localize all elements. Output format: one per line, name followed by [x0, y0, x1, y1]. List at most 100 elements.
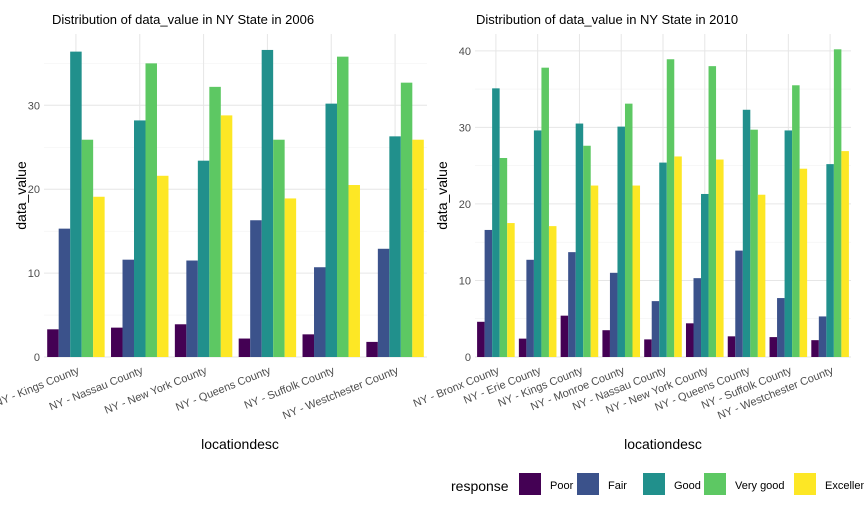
bar-fair-ny-queens-county — [735, 250, 743, 357]
bar-fair-ny-nassau-county — [651, 301, 660, 357]
bar-poor-ny-bronx-county — [477, 321, 485, 357]
bar-fair-ny-bronx-county — [484, 229, 493, 357]
bar-very-good-ny-suffolk-county — [792, 85, 800, 358]
y-axis-title: data_value — [13, 161, 29, 230]
bar-fair-ny-westchester-county — [377, 248, 390, 357]
legend-swatch-excellent — [794, 473, 816, 495]
bar-very-good-ny-westchester-county — [400, 82, 413, 358]
y-tick-label: 40 — [459, 46, 471, 58]
bar-fair-ny-new-york-county — [186, 260, 198, 357]
bar-fair-ny-new-york-county — [693, 278, 702, 357]
y-tick-label: 30 — [28, 100, 40, 112]
bar-good-ny-monroe-county — [617, 126, 625, 358]
x-tick-label: NY - Westchester County — [281, 364, 401, 422]
bar-excellent-ny-queens-county — [757, 194, 766, 357]
bar-excellent-ny-nassau-county — [156, 175, 169, 357]
legend-label-poor: Poor — [550, 480, 574, 492]
bar-fair-ny-queens-county — [250, 220, 262, 357]
bar-excellent-ny-monroe-county — [632, 185, 641, 357]
bar-poor-ny-monroe-county — [602, 330, 610, 357]
bar-excellent-ny-erie-county — [548, 226, 557, 357]
bar-very-good-ny-bronx-county — [499, 157, 508, 357]
bar-good-ny-westchester-county — [389, 136, 401, 357]
chart-title: Distribution of data_value in NY State i… — [52, 12, 314, 27]
legend-swatch-poor — [519, 473, 541, 495]
bar-fair-ny-suffolk-county — [314, 267, 326, 357]
legend-label-excellent: Excellent — [825, 480, 864, 492]
bar-good-ny-kings-county — [70, 51, 82, 357]
bar-good-ny-queens-county — [742, 109, 751, 358]
chart-panel-2006: Distribution of data_value in NY State i… — [0, 12, 427, 452]
bar-very-good-ny-monroe-county — [624, 103, 633, 357]
bar-excellent-ny-suffolk-county — [799, 168, 808, 357]
bar-fair-ny-erie-county — [526, 259, 534, 357]
bar-excellent-ny-new-york-county — [716, 159, 724, 357]
bar-poor-ny-suffolk-county — [769, 337, 778, 357]
bar-good-ny-kings-county — [575, 123, 584, 358]
bar-poor-ny-suffolk-county — [302, 334, 315, 357]
chart-title: Distribution of data_value in NY State i… — [476, 12, 738, 27]
y-axis-title: data_value — [434, 161, 450, 230]
x-axis-title: locationdesc — [201, 436, 279, 452]
bar-very-good-ny-erie-county — [541, 67, 549, 357]
y-tick-label: 0 — [34, 352, 40, 364]
bar-good-ny-queens-county — [261, 49, 274, 358]
bar-good-ny-suffolk-county — [325, 103, 337, 358]
y-tick-label: 10 — [459, 275, 471, 287]
y-tick-label: 20 — [459, 199, 471, 211]
legend-label-fair: Fair — [608, 480, 627, 492]
legend-title: response — [451, 478, 509, 494]
bar-poor-ny-nassau-county — [644, 339, 652, 357]
bar-poor-ny-westchester-county — [366, 341, 378, 357]
bar-good-ny-new-york-county — [197, 160, 210, 357]
bar-poor-ny-new-york-county — [685, 323, 694, 357]
legend-swatch-fair — [577, 473, 599, 495]
bar-fair-ny-monroe-county — [609, 272, 618, 357]
bar-excellent-ny-kings-county — [590, 185, 599, 357]
bar-good-ny-bronx-county — [492, 88, 500, 358]
y-tick-label: 20 — [28, 184, 40, 196]
bar-good-ny-erie-county — [533, 130, 542, 357]
bar-fair-ny-westchester-county — [818, 316, 827, 357]
x-axis-title: locationdesc — [624, 436, 702, 452]
bar-good-ny-nassau-county — [134, 120, 146, 357]
bar-excellent-ny-westchester-county — [412, 139, 424, 357]
bar-poor-ny-new-york-county — [174, 324, 187, 357]
legend-label-good: Good — [674, 480, 701, 492]
bar-poor-ny-nassau-county — [111, 327, 123, 357]
bar-very-good-ny-new-york-county — [209, 86, 221, 357]
bar-very-good-ny-nassau-county — [666, 59, 675, 357]
legend: response Poor Fair Good Very good Excellent — [451, 473, 864, 495]
bar-excellent-ny-westchester-county — [841, 151, 849, 357]
bar-good-ny-westchester-county — [826, 164, 834, 357]
bar-excellent-ny-kings-county — [93, 196, 105, 357]
bar-good-ny-new-york-county — [701, 193, 709, 357]
bar-very-good-ny-queens-county — [273, 139, 285, 357]
bar-very-good-ny-new-york-county — [708, 66, 717, 358]
bar-very-good-ny-queens-county — [750, 129, 758, 357]
bar-fair-ny-suffolk-county — [777, 298, 785, 357]
bar-fair-ny-nassau-county — [122, 259, 135, 357]
bar-excellent-ny-queens-county — [284, 198, 297, 357]
legend-swatch-very-good — [704, 473, 726, 495]
bar-excellent-ny-bronx-county — [507, 223, 515, 357]
bar-poor-ny-queens-county — [727, 336, 736, 357]
legend-swatch-good — [643, 473, 665, 495]
bar-excellent-ny-new-york-county — [220, 115, 233, 358]
bar-good-ny-suffolk-county — [784, 130, 793, 357]
bar-poor-ny-westchester-county — [811, 340, 819, 357]
bar-very-good-ny-westchester-county — [833, 49, 842, 358]
bar-poor-ny-kings-county — [47, 329, 59, 357]
y-tick-label: 0 — [465, 352, 471, 364]
legend-label-very-good: Very good — [735, 480, 785, 492]
bar-very-good-ny-kings-county — [583, 145, 591, 357]
bar-fair-ny-kings-county — [568, 252, 576, 357]
bar-very-good-ny-nassau-county — [145, 63, 157, 357]
bar-good-ny-nassau-county — [659, 162, 667, 357]
bar-excellent-ny-suffolk-county — [348, 185, 360, 357]
y-tick-label: 30 — [459, 122, 471, 134]
bar-excellent-ny-nassau-county — [674, 156, 682, 357]
bar-very-good-ny-suffolk-county — [336, 56, 349, 357]
y-tick-label: 10 — [28, 268, 40, 280]
bar-poor-ny-queens-county — [238, 338, 251, 357]
